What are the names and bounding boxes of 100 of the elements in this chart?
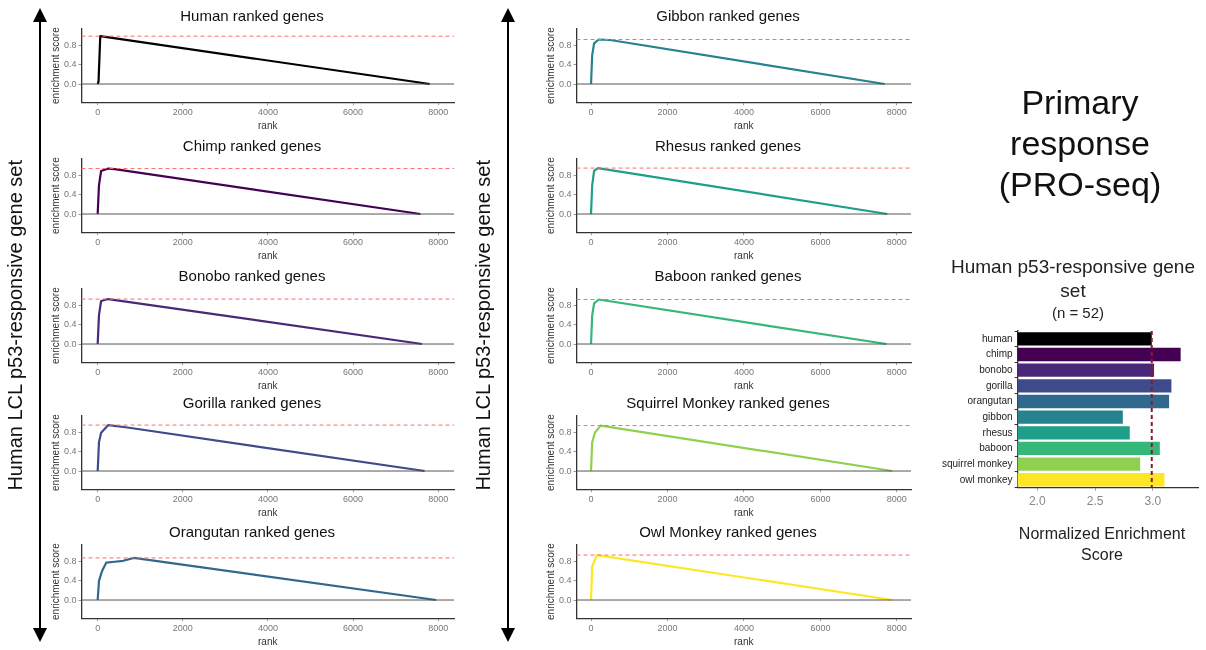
x-tick-label: 2000: [172, 367, 193, 378]
y-tick-label: 0.8: [559, 427, 572, 438]
x-tick-label: 4000: [733, 237, 754, 248]
x-tick-label: 0: [588, 367, 594, 378]
x-tick-label: 0: [95, 367, 101, 378]
y-tick-label: baboon: [979, 442, 1013, 454]
y-tick-label: 0.8: [559, 170, 572, 181]
y-tick-label: 0.0: [559, 465, 572, 476]
x-tick-label: 4000: [733, 367, 754, 378]
y-tick-label: 0.8: [559, 40, 572, 51]
y-axis-title: enrichment score: [49, 286, 61, 364]
y-tick-label: human: [982, 332, 1013, 344]
x-tick-label: 0: [588, 494, 594, 505]
x-tick-label: 4000: [733, 107, 754, 118]
y-tick-label: 0.4: [64, 319, 77, 330]
y-tick-label: rhesus: [982, 426, 1013, 438]
y-tick-label: 0.8: [64, 556, 77, 567]
y-tick-label: chimp: [985, 348, 1014, 360]
y-tick-label: 0.4: [64, 189, 77, 200]
y-tick-label: 0.8: [64, 300, 77, 311]
x-tick-label: 2.0: [1028, 494, 1046, 509]
y-tick-label: 0.4: [559, 319, 572, 330]
x-tick-label: 8000: [886, 494, 907, 505]
chart-title: Squirrel Monkey ranked genes: [626, 394, 830, 412]
x-tick-label: 6000: [810, 107, 831, 118]
x-tick-label: 6000: [810, 367, 831, 378]
y-axis-title: enrichment score: [49, 413, 61, 491]
y-tick-label: gibbon: [982, 410, 1013, 422]
y-tick-label: 0.8: [64, 170, 77, 181]
chart-title: Human p53-responsive gene set: [950, 255, 1196, 303]
y-tick-label: 0.0: [559, 78, 572, 89]
y-tick-label: 0.8: [64, 40, 77, 51]
x-axis-title: rank: [258, 506, 279, 518]
y-axis-title: enrichment score: [49, 26, 61, 104]
x-tick-label: 8000: [428, 237, 449, 248]
text: Primary response (PRO-seq): [997, 82, 1163, 205]
y-axis-title: enrichment score: [49, 156, 61, 234]
y-axis-title: enrichment score: [544, 26, 556, 104]
chart-title: Baboon ranked genes: [654, 267, 802, 285]
x-tick-label: 0: [95, 623, 101, 634]
y-tick-label: 0.0: [559, 338, 572, 349]
y-tick-label: gorilla: [985, 379, 1014, 391]
x-tick-label: 2000: [657, 237, 678, 248]
x-axis-title: rank: [258, 249, 279, 261]
x-axis-title: rank: [734, 119, 755, 131]
x-tick-label: 0: [95, 494, 101, 505]
x-axis-title: Normalized Enrichment Score: [1017, 524, 1187, 565]
y-tick-label: 0.8: [64, 427, 77, 438]
x-tick-label: 0: [588, 107, 594, 118]
x-tick-label: 6000: [343, 494, 364, 505]
y-tick-label: 0.0: [64, 594, 77, 605]
x-tick-label: 2000: [657, 494, 678, 505]
x-tick-label: 0: [588, 623, 594, 634]
x-tick-label: 8000: [428, 107, 449, 118]
y-tick-label: squirrel monkey: [941, 457, 1013, 469]
y-axis-title: enrichment score: [49, 542, 61, 620]
x-tick-label: 8000: [428, 494, 449, 505]
x-tick-label: 2000: [657, 107, 678, 118]
chart-title: Rhesus ranked genes: [655, 137, 801, 155]
y-tick-label: 0.0: [64, 208, 77, 219]
y-tick-label: 0.8: [559, 556, 572, 567]
chart-title: Gibbon ranked genes: [656, 7, 800, 25]
y-tick-label: 0.4: [559, 575, 572, 586]
x-tick-label: 8000: [886, 367, 907, 378]
x-axis-title: rank: [734, 506, 755, 518]
y-tick-label: orangutan: [967, 395, 1013, 407]
x-axis-title: rank: [258, 119, 279, 131]
y-tick-label: 0.8: [559, 300, 572, 311]
y-tick-label: 0.4: [64, 446, 77, 457]
x-tick-label: 4000: [733, 494, 754, 505]
x-tick-label: 4000: [257, 623, 278, 634]
x-tick-label: 2000: [657, 623, 678, 634]
x-tick-label: 8000: [886, 623, 907, 634]
text: Human LCL p53-responsive gene set: [4, 160, 27, 491]
y-tick-label: 0.0: [559, 208, 572, 219]
x-tick-label: 4000: [257, 494, 278, 505]
x-tick-label: 6000: [343, 367, 364, 378]
y-tick-label: 0.0: [64, 338, 77, 349]
x-tick-label: 4000: [733, 623, 754, 634]
x-tick-label: 6000: [343, 107, 364, 118]
y-tick-label: 0.0: [64, 78, 77, 89]
x-tick-label: 8000: [428, 623, 449, 634]
x-tick-label: 6000: [343, 623, 364, 634]
chart-title: Chimp ranked genes: [182, 137, 322, 155]
y-tick-label: 0.0: [559, 594, 572, 605]
x-tick-label: 2.5: [1086, 494, 1104, 509]
chart-title: Gorilla ranked genes: [182, 394, 322, 412]
x-tick-label: 0: [95, 237, 101, 248]
x-tick-label: 0: [588, 237, 594, 248]
y-tick-label: 0.4: [64, 575, 77, 586]
y-tick-label: bonobo: [979, 363, 1014, 375]
y-axis-title: enrichment score: [544, 156, 556, 234]
y-tick-label: 0.4: [559, 59, 572, 70]
x-tick-label: 4000: [257, 107, 278, 118]
x-tick-label: 4000: [257, 237, 278, 248]
y-axis-title: enrichment score: [544, 542, 556, 620]
x-axis-title: rank: [258, 635, 279, 647]
x-tick-label: 6000: [343, 237, 364, 248]
x-tick-label: 6000: [810, 494, 831, 505]
chart-title: Human ranked genes: [180, 7, 324, 25]
